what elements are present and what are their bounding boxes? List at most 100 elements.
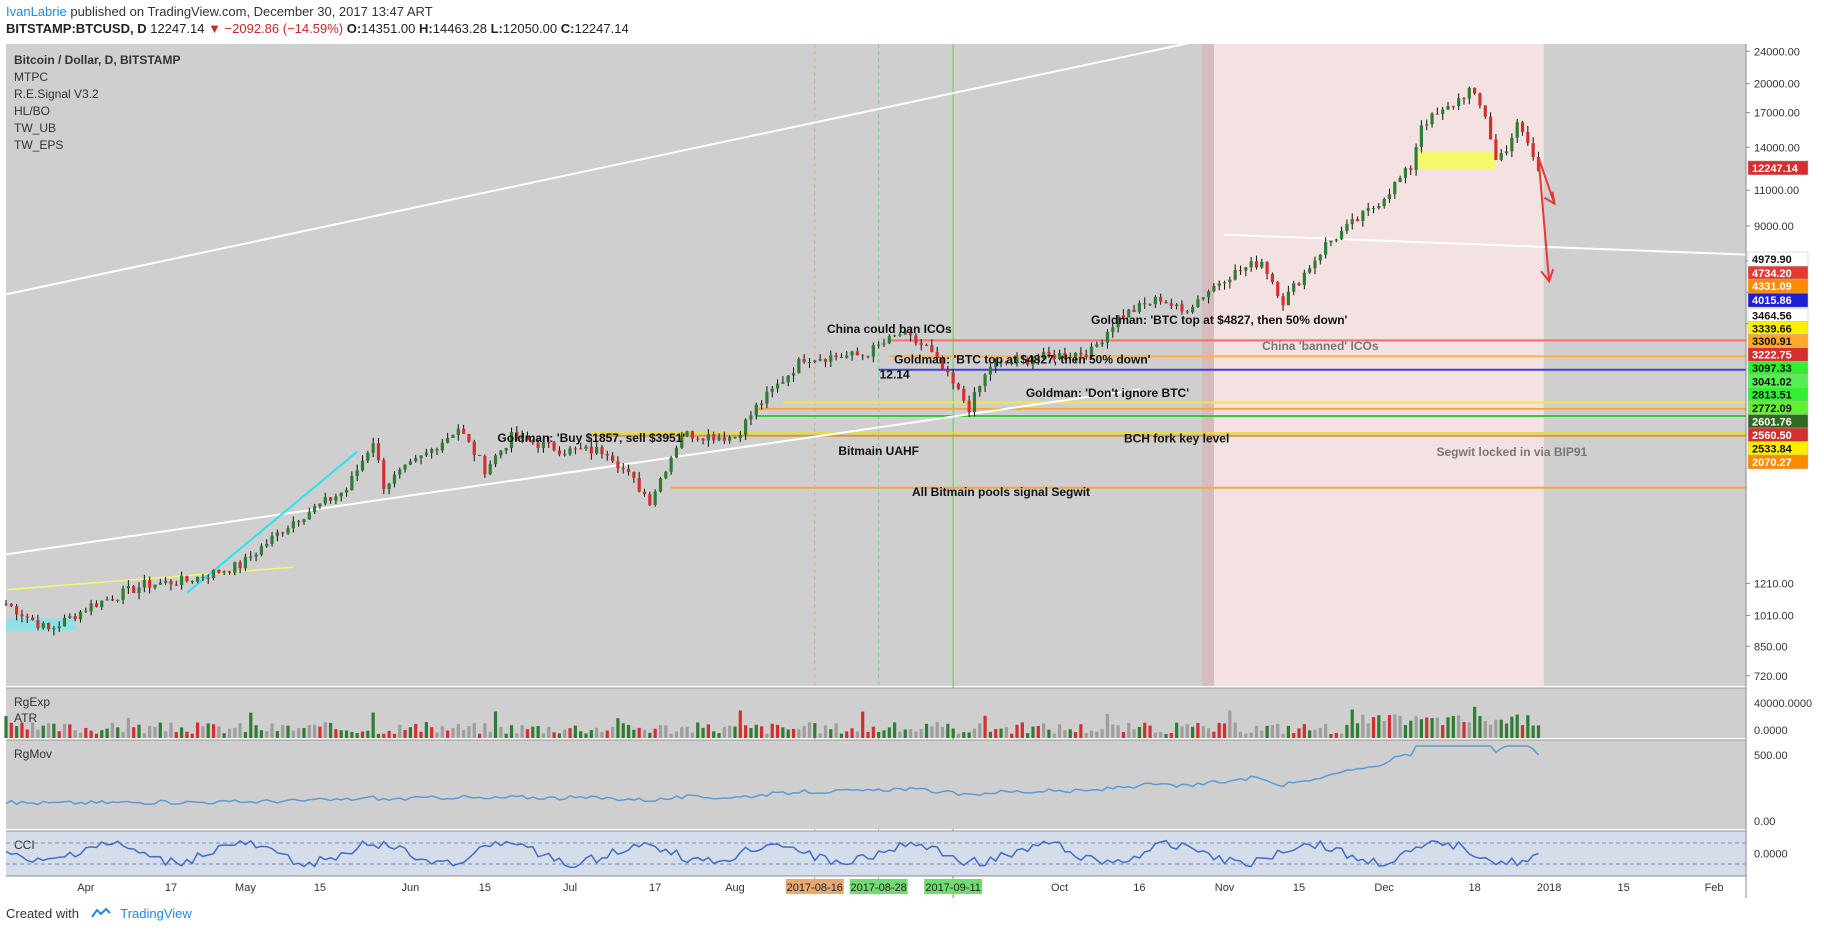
indicator-panel[interactable] bbox=[6, 740, 1746, 829]
panel-tick-label: 0.0000 bbox=[1754, 849, 1788, 861]
indicator-panel[interactable] bbox=[6, 831, 1746, 876]
candle bbox=[515, 431, 519, 439]
panel-tick-label: 40000.0000 bbox=[1754, 698, 1812, 710]
candle bbox=[488, 464, 492, 475]
volume-bar bbox=[728, 725, 732, 738]
candle bbox=[451, 435, 455, 439]
volume-bar bbox=[243, 732, 248, 738]
candle bbox=[1531, 143, 1535, 158]
candle bbox=[1084, 354, 1088, 358]
candle bbox=[1015, 357, 1019, 364]
candle bbox=[1063, 352, 1067, 358]
volume-bar bbox=[430, 727, 434, 738]
volume-bar bbox=[1276, 723, 1280, 738]
volume-bar bbox=[20, 722, 24, 738]
panel-tick-label: 500.00 bbox=[1754, 750, 1788, 762]
volume-bar bbox=[685, 726, 689, 738]
price-tick-label: 17000.00 bbox=[1754, 108, 1800, 120]
candle bbox=[1350, 219, 1354, 224]
volume-bar bbox=[148, 725, 152, 738]
candle bbox=[1371, 208, 1376, 210]
volume-bar bbox=[616, 718, 620, 738]
candle bbox=[690, 431, 695, 439]
indicator-panel[interactable] bbox=[6, 688, 1746, 738]
volume-bar bbox=[259, 730, 264, 738]
volume-bar bbox=[1095, 731, 1099, 738]
candle bbox=[807, 362, 812, 364]
candle bbox=[1520, 122, 1525, 133]
volume-bar bbox=[882, 730, 886, 738]
candle bbox=[31, 617, 35, 621]
volume-bar bbox=[712, 731, 716, 738]
volume-bar bbox=[536, 726, 540, 738]
candle bbox=[164, 580, 168, 583]
volume-bar bbox=[930, 726, 934, 738]
volume-bar bbox=[717, 733, 721, 738]
trend-line bbox=[5, 388, 1140, 556]
candle bbox=[882, 343, 886, 345]
volume-bar bbox=[786, 729, 790, 738]
volume-bar bbox=[781, 727, 785, 738]
volume-bar bbox=[493, 711, 498, 738]
candle bbox=[84, 611, 88, 613]
panel-tick-label: 0.00 bbox=[1754, 816, 1775, 828]
main-price-pane[interactable]: China could ban ICOs Goldman: 'BTC top at… bbox=[4, 39, 1747, 898]
volume-bar bbox=[169, 722, 173, 738]
candle bbox=[1137, 303, 1141, 313]
price-tick-label: 24000.00 bbox=[1754, 46, 1800, 58]
volume-bar bbox=[1254, 725, 1259, 738]
candle bbox=[919, 343, 923, 345]
volume-bar bbox=[1340, 733, 1344, 738]
volume-bar bbox=[1206, 728, 1211, 738]
volume-bar bbox=[1238, 731, 1243, 738]
volume-bar bbox=[1020, 722, 1024, 738]
volume-bar bbox=[823, 725, 828, 738]
time-tick-label: Feb bbox=[1705, 882, 1724, 894]
author-link[interactable]: IvanLabrie bbox=[6, 4, 67, 19]
volume-bar bbox=[850, 728, 854, 738]
candle bbox=[1004, 361, 1008, 364]
time-tick-label: 17 bbox=[165, 882, 177, 894]
tradingview-logo-icon[interactable] bbox=[90, 907, 111, 922]
volume-bar bbox=[903, 729, 907, 738]
volume-bar bbox=[1355, 723, 1360, 738]
volume-bar bbox=[1249, 732, 1253, 738]
candle bbox=[1276, 282, 1280, 297]
high-label: H: bbox=[419, 21, 433, 36]
candle bbox=[557, 450, 561, 455]
volume-bar bbox=[238, 723, 242, 738]
volume-bar bbox=[1520, 725, 1525, 738]
volume-bar bbox=[1377, 715, 1381, 738]
candle bbox=[36, 620, 40, 629]
candle bbox=[1153, 297, 1157, 304]
chart-annotation: China 'banned' ICOs bbox=[1262, 339, 1379, 353]
time-tick-label: Dec bbox=[1374, 882, 1394, 894]
candle bbox=[1020, 357, 1024, 359]
candle bbox=[339, 492, 343, 497]
volume-bar bbox=[1350, 709, 1354, 738]
time-tick-label: Nov bbox=[1215, 882, 1235, 894]
volume-bar bbox=[669, 733, 673, 738]
volume-bar bbox=[611, 726, 615, 738]
open-value: 14351.00 bbox=[361, 21, 416, 36]
candle bbox=[1451, 105, 1455, 107]
volume-bar bbox=[797, 729, 801, 738]
time-tick-label: 15 bbox=[314, 882, 326, 894]
volume-bar bbox=[605, 730, 609, 738]
candle bbox=[605, 454, 609, 456]
tradingview-link[interactable]: TradingView bbox=[120, 906, 192, 921]
indicator-panels[interactable]: RgExp ATR 40000.0000 0.0000 RgMov 500.00 0.00 C… bbox=[4, 687, 1812, 876]
volume-bar bbox=[1297, 728, 1301, 738]
volume-bar bbox=[515, 733, 519, 738]
volume-bar bbox=[1286, 725, 1290, 738]
candle bbox=[664, 471, 668, 479]
volume-bar bbox=[664, 725, 668, 738]
candle bbox=[435, 449, 439, 451]
date-marker-box bbox=[785, 879, 844, 894]
volume-bar bbox=[573, 725, 577, 738]
candle bbox=[15, 606, 19, 615]
candle bbox=[41, 622, 45, 629]
volume-bar bbox=[435, 732, 439, 738]
time-axis[interactable]: 24000.00 20000.00 17000.00 14000.00 11000.00… bbox=[6, 44, 1809, 898]
